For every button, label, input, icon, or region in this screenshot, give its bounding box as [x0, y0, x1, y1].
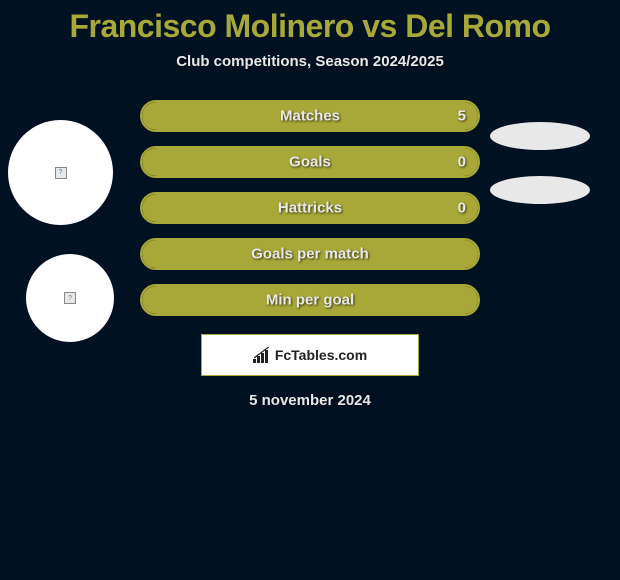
stat-row-goals-per-match: Goals per match	[140, 238, 480, 270]
player2-name: Del Romo	[405, 8, 550, 44]
player1-avatar: ?	[8, 120, 113, 225]
vs-label: vs	[362, 8, 397, 44]
stat-row-matches: Matches 5	[140, 100, 480, 132]
comparison-title: Francisco Molinero vs Del Romo	[0, 0, 620, 45]
side-ellipse	[490, 176, 590, 204]
stat-label: Min per goal	[266, 292, 354, 309]
stat-row-goals: Goals 0	[140, 146, 480, 178]
side-ellipse	[490, 122, 590, 150]
bar-background: Goals 0	[140, 146, 480, 178]
brand-box: FcTables.com	[201, 334, 419, 376]
brand-text: FcTables.com	[275, 347, 367, 363]
stat-row-hattricks: Hattricks 0	[140, 192, 480, 224]
image-placeholder-icon: ?	[64, 292, 76, 304]
bar-background: Matches 5	[140, 100, 480, 132]
bar-background: Hattricks 0	[140, 192, 480, 224]
fctables-logo-icon	[253, 347, 271, 363]
stat-label: Goals	[289, 154, 331, 171]
content-area: ? ? Matches 5 Goals 0 Hattricks 0	[0, 100, 620, 409]
stat-value: 5	[458, 108, 466, 125]
stat-row-min-per-goal: Min per goal	[140, 284, 480, 316]
stat-value: 0	[458, 154, 466, 171]
bar-background: Min per goal	[140, 284, 480, 316]
stat-label: Goals per match	[251, 246, 369, 263]
date-text: 5 november 2024	[0, 392, 620, 409]
player2-avatar: ?	[26, 254, 114, 342]
stat-label: Matches	[280, 108, 340, 125]
bar-background: Goals per match	[140, 238, 480, 270]
stat-label: Hattricks	[278, 200, 342, 217]
stat-value: 0	[458, 200, 466, 217]
stats-bars: Matches 5 Goals 0 Hattricks 0 Goals per …	[140, 100, 480, 316]
image-placeholder-icon: ?	[55, 167, 67, 179]
player1-name: Francisco Molinero	[69, 8, 353, 44]
subtitle: Club competitions, Season 2024/2025	[0, 53, 620, 70]
